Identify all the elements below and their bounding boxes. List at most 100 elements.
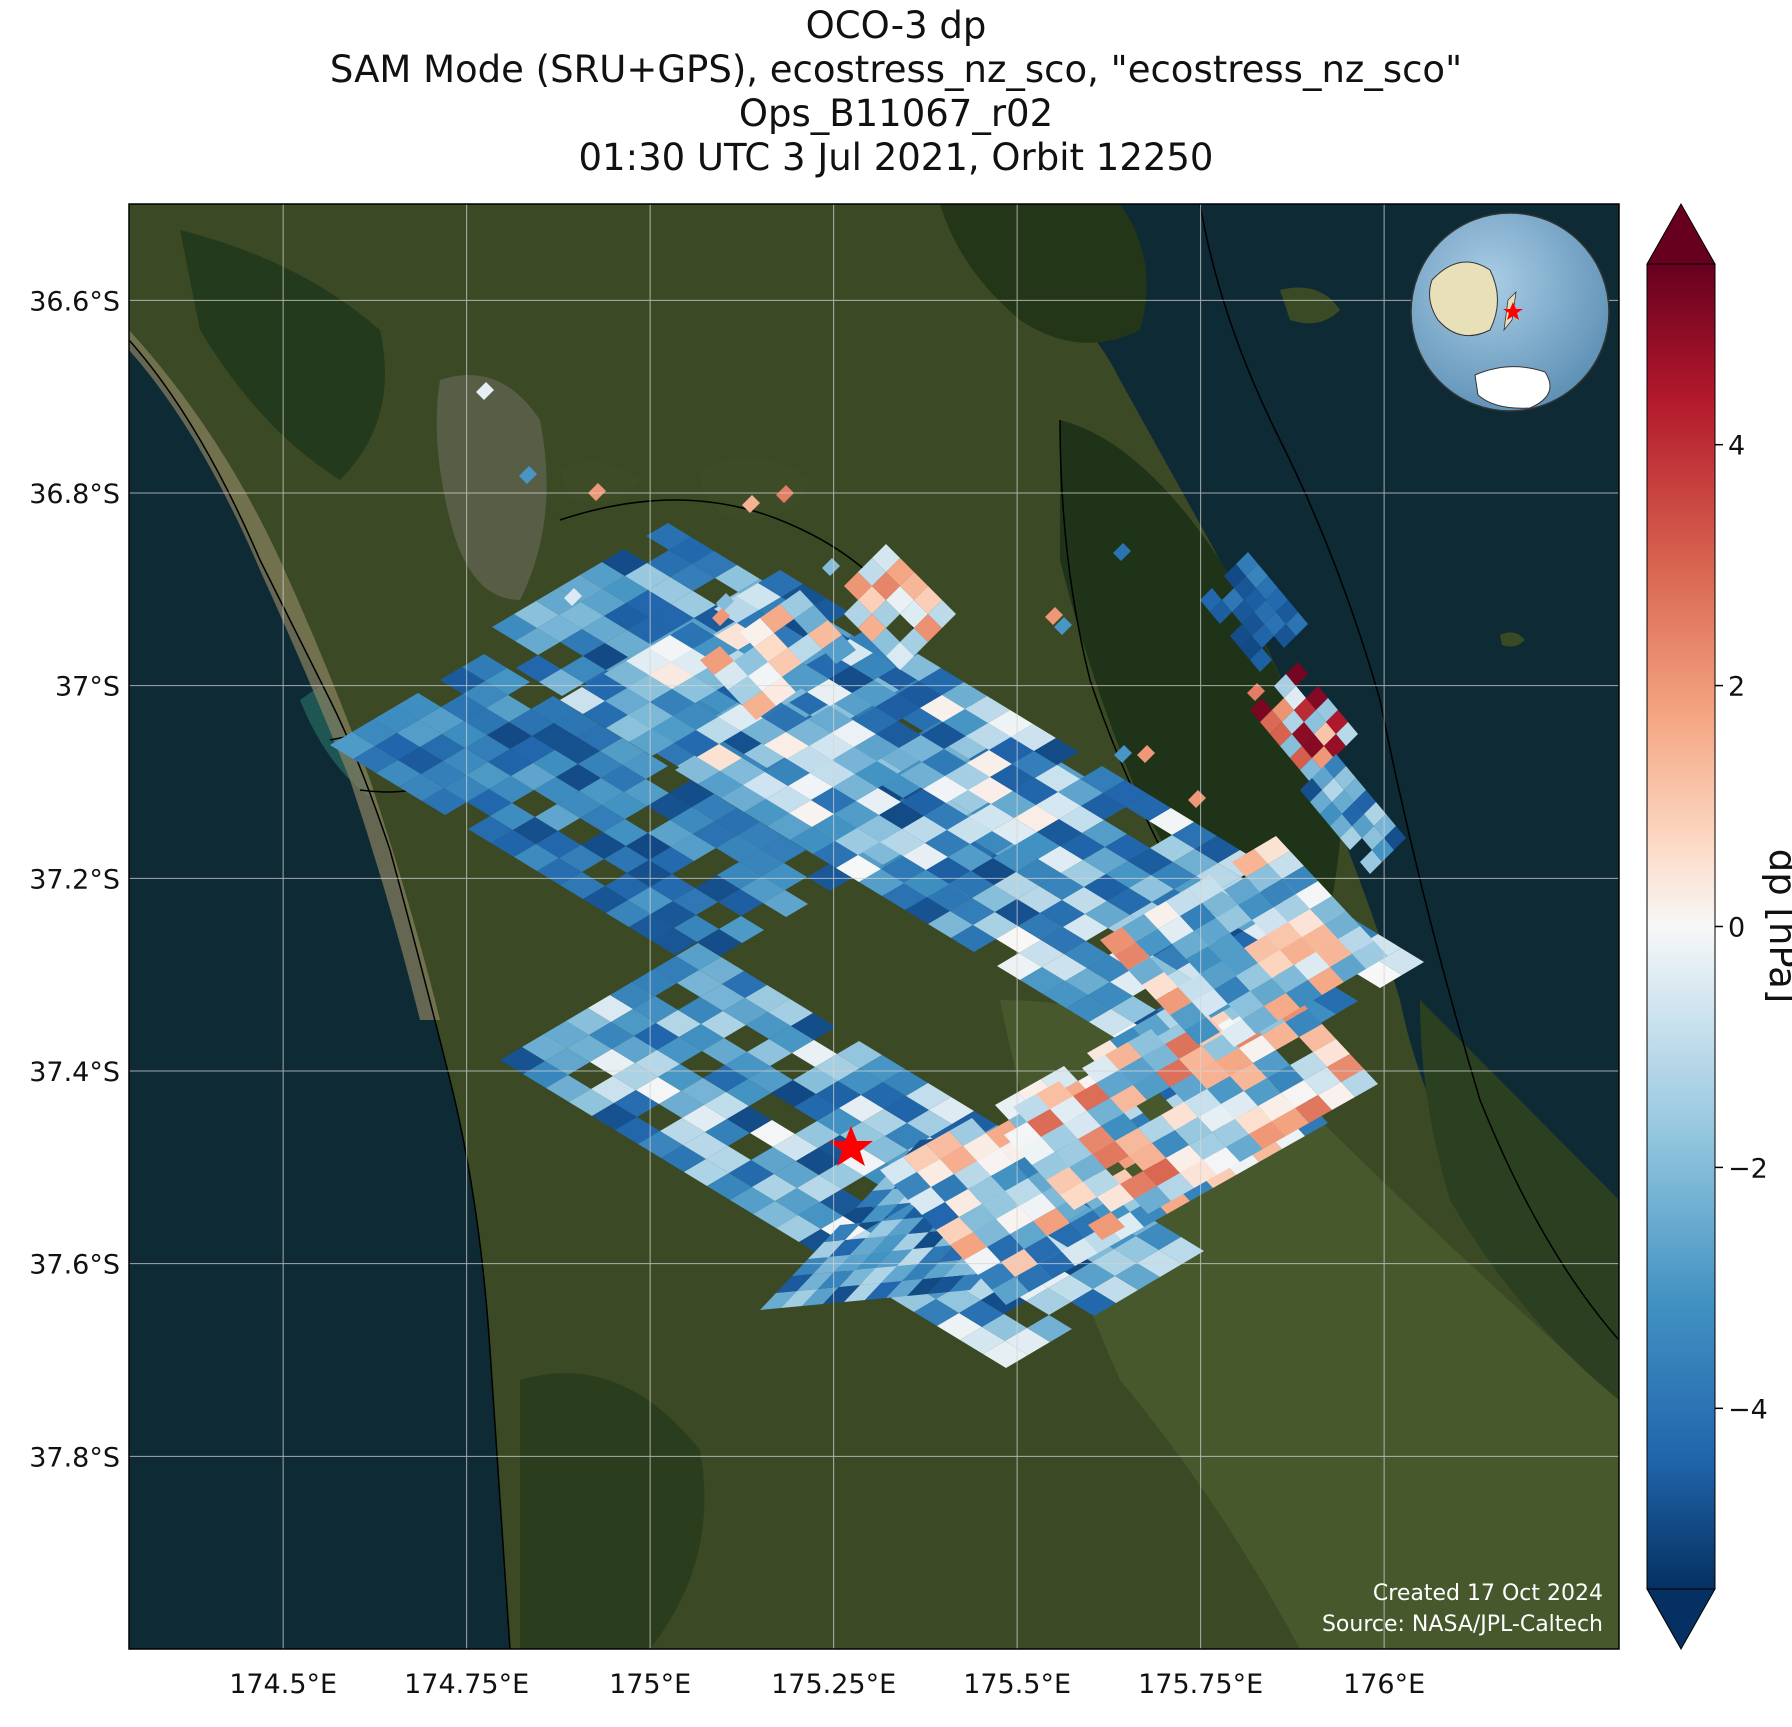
footprint-cell bbox=[991, 1163, 1028, 1191]
footprint-cell bbox=[1194, 918, 1230, 946]
footprint-cell bbox=[606, 715, 651, 742]
footprint-cell bbox=[1334, 766, 1356, 790]
footprint-cell bbox=[697, 744, 742, 771]
footprint-cell bbox=[1357, 961, 1402, 988]
footprint-cell bbox=[1234, 576, 1256, 600]
footprint-cell bbox=[818, 1270, 855, 1289]
footprint-cell bbox=[996, 926, 1041, 953]
footprint-cell bbox=[715, 623, 760, 650]
footprint-cell bbox=[613, 1063, 658, 1090]
footprint-cell bbox=[605, 630, 650, 657]
colorbar-tick-label: 0 bbox=[1728, 913, 1745, 944]
footprint-cell bbox=[751, 1147, 796, 1174]
footprint-cell bbox=[602, 792, 647, 819]
footprint-cell bbox=[1142, 972, 1178, 1000]
footprint-cell bbox=[1157, 1173, 1194, 1201]
footprint-cell bbox=[1286, 612, 1308, 636]
footprint-cell bbox=[1107, 888, 1152, 915]
footprint-cell bbox=[671, 591, 716, 618]
footprint-cell bbox=[605, 688, 650, 715]
footprint-cell bbox=[651, 901, 696, 928]
map-frame bbox=[128, 203, 1620, 1650]
footprint-cell bbox=[1180, 903, 1216, 931]
footprint-cell bbox=[697, 929, 742, 956]
footprint-cell bbox=[1111, 996, 1156, 1023]
footprint-cell bbox=[488, 749, 533, 776]
footprint-cell bbox=[652, 928, 697, 955]
footprint-cell bbox=[947, 817, 992, 844]
footprint-cell bbox=[1019, 940, 1064, 967]
footprint-cell bbox=[1326, 710, 1348, 734]
forest-south bbox=[520, 1373, 705, 1649]
footprint-cell bbox=[1093, 1276, 1138, 1303]
footprint-cell bbox=[993, 845, 1038, 872]
footprint-cell bbox=[509, 709, 554, 736]
forest-east bbox=[1420, 1000, 1619, 1400]
footprint-cell bbox=[1034, 738, 1079, 765]
footprint-cell bbox=[546, 1075, 591, 1102]
footprint-cell bbox=[649, 604, 694, 631]
footprint-cell bbox=[1304, 710, 1326, 734]
footprint-cell bbox=[850, 1236, 887, 1255]
footprint-cell bbox=[1272, 1108, 1309, 1136]
footprint-cell bbox=[1300, 778, 1322, 802]
footprint-cell bbox=[647, 793, 692, 820]
footprint-cell bbox=[919, 668, 964, 695]
footprint-cell bbox=[1267, 1065, 1304, 1093]
footprint-cell bbox=[776, 485, 794, 503]
footprint-cell bbox=[1097, 1184, 1134, 1212]
footprint-cell bbox=[1080, 766, 1125, 793]
footprint-cell bbox=[605, 873, 650, 900]
footprint-cell bbox=[989, 737, 1034, 764]
footprint-cell bbox=[1159, 1237, 1204, 1264]
footprint-cell bbox=[376, 760, 421, 787]
colorbar-tick-label: 4 bbox=[1728, 431, 1745, 462]
footprint-cell bbox=[829, 666, 874, 693]
footprint-cell bbox=[422, 788, 467, 815]
island-mercury bbox=[1500, 632, 1525, 647]
footprint-cell bbox=[834, 1253, 871, 1272]
footprint-cell bbox=[671, 834, 716, 861]
footprint-cell bbox=[523, 1061, 568, 1088]
footprint-cell bbox=[420, 734, 465, 761]
footprint-cell bbox=[936, 1217, 973, 1245]
footprint-cell bbox=[924, 803, 969, 830]
footprint-cell bbox=[1036, 1081, 1073, 1109]
created-date-text: Created 17 Oct 2024 bbox=[1373, 1581, 1603, 1606]
footprint-cell bbox=[560, 687, 605, 714]
footprint-cell bbox=[1236, 963, 1272, 991]
footprint-cell bbox=[696, 717, 741, 744]
footprint-cell bbox=[1244, 935, 1280, 963]
footprint-cell bbox=[1128, 848, 1173, 875]
footprint-cell bbox=[940, 1146, 977, 1174]
footprint-cell bbox=[1246, 564, 1268, 588]
footprint-cell bbox=[1221, 1091, 1258, 1119]
footprint-cell bbox=[1110, 969, 1155, 996]
footprint-cell bbox=[1050, 1096, 1087, 1124]
footprint-cell bbox=[1062, 887, 1107, 914]
footprint-cell bbox=[822, 558, 840, 576]
footprint-cell bbox=[1026, 1288, 1071, 1315]
footprint-cell bbox=[882, 883, 927, 910]
footprint-cell bbox=[600, 738, 645, 765]
footprint-cell bbox=[650, 874, 695, 901]
footprint-cell bbox=[564, 588, 582, 606]
footprint-cell bbox=[1048, 1275, 1093, 1302]
footprint-cell bbox=[902, 816, 947, 843]
footprint-cell bbox=[1266, 922, 1302, 950]
footprint-cell bbox=[603, 819, 648, 846]
footprint-cell bbox=[1294, 698, 1316, 722]
footprint-cell bbox=[861, 1082, 906, 1109]
west-coast-beach bbox=[129, 330, 440, 1020]
footprint-cell bbox=[1254, 836, 1290, 864]
footprint-cell bbox=[750, 1120, 795, 1147]
footprint-cell bbox=[670, 564, 715, 591]
footprint-cell bbox=[591, 1076, 636, 1103]
globe-antarctica bbox=[1474, 366, 1551, 409]
footprint-cell bbox=[566, 1008, 611, 1035]
footprint-cell bbox=[1285, 1009, 1322, 1037]
footprint-cell bbox=[582, 674, 627, 701]
footprint-cell bbox=[1252, 624, 1274, 648]
footprint-cell bbox=[886, 1279, 923, 1298]
footprint-cell bbox=[774, 1161, 819, 1188]
